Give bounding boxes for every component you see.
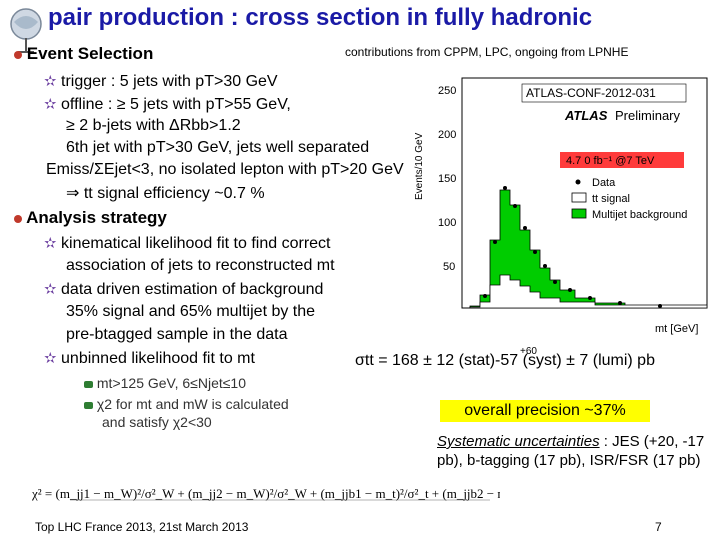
conf-label-box bbox=[521, 83, 687, 103]
plot-yticks: 250 200 150 100 50 bbox=[438, 85, 456, 273]
contributions-note: contributions from CPPM, LPC, ongoing fr… bbox=[345, 45, 629, 59]
lab-logo bbox=[10, 8, 42, 53]
data-point bbox=[658, 304, 662, 308]
footer: Top LHC France 2013, 21st March 2013 bbox=[35, 520, 249, 534]
offline-bjets: ≥ 2 b-jets with ΔRbb>1.2 bbox=[66, 117, 241, 134]
legend-signal-swatch bbox=[571, 192, 587, 203]
ytick-label: 200 bbox=[438, 129, 456, 141]
legend-background: Multijet background bbox=[592, 209, 687, 221]
star-bullet-icon: ✫ bbox=[44, 73, 57, 90]
arrow-bullet-icon bbox=[84, 402, 93, 409]
analysis-item-1-cont: association of jets to reconstructed mt bbox=[66, 257, 335, 274]
preliminary-label: Preliminary bbox=[615, 108, 681, 123]
page-number: 7 bbox=[655, 520, 662, 534]
ytick-label: 100 bbox=[438, 217, 456, 229]
data-point bbox=[483, 294, 487, 298]
trigger-item: ✫ trigger : 5 jets with pT>30 GeV bbox=[44, 73, 278, 90]
result-superscript: +60 bbox=[520, 346, 537, 357]
systematics-body: : JES (+20, -17 pb), b-tagging (17 pb), … bbox=[437, 433, 705, 469]
data-point bbox=[523, 226, 527, 230]
data-point bbox=[513, 204, 517, 208]
plot-xlabel: mt [GeV] bbox=[655, 323, 698, 335]
cross-section-result: +60 σtt = 168 ± 12 (stat)-57 (syst) ± 7 … bbox=[355, 346, 655, 369]
analysis-strategy-heading: Analysis strategy bbox=[14, 208, 167, 228]
legend-signal: tt signal bbox=[592, 193, 630, 205]
legend-data: Data bbox=[592, 177, 616, 189]
emiss-cut: Emiss/ΣEjet<3, no isolated lepton with p… bbox=[46, 161, 404, 178]
lumi-box bbox=[560, 152, 684, 168]
plot-ylabel: Events/10 GeV bbox=[414, 132, 425, 200]
data-point bbox=[568, 288, 572, 292]
sub-item-chi2: χ2 for mt and mW is calculated bbox=[84, 396, 289, 412]
data-point bbox=[588, 296, 592, 300]
chi2-formula-text: χ² = (m_jj1 − m_W)²/σ²_W + (m_jj2 − m_W)… bbox=[31, 486, 500, 501]
chi2-formula: χ² = (m_jj1 − m_W)²/σ²_W + (m_jj2 − m_W)… bbox=[31, 486, 500, 501]
systematics-heading: Systematic uncertainties bbox=[437, 433, 600, 450]
analysis-item-2-cont2: pre-btagged sample in the data bbox=[66, 326, 288, 343]
sub-item-chi2-cont: and satisfy χ2<30 bbox=[102, 414, 212, 430]
data-point bbox=[493, 240, 497, 244]
overall-precision: overall precision ~37% bbox=[440, 400, 650, 422]
star-bullet-icon: ✫ bbox=[44, 350, 57, 367]
star-bullet-icon: ✫ bbox=[44, 235, 57, 252]
data-point bbox=[553, 280, 557, 284]
bullet-icon bbox=[14, 215, 22, 223]
analysis-item-2: ✫ data driven estimation of background bbox=[44, 281, 324, 298]
signal-efficiency: ⇒ tt signal efficiency ~0.7 % bbox=[66, 185, 265, 202]
ytick-label: 250 bbox=[438, 85, 456, 97]
conf-label: ATLAS-CONF-2012-031 bbox=[526, 86, 656, 100]
data-point bbox=[543, 264, 547, 268]
data-point bbox=[533, 250, 537, 254]
offline-6th-jet: 6th jet with pT>30 GeV, jets well separa… bbox=[66, 139, 370, 156]
star-bullet-icon: ✫ bbox=[44, 96, 57, 113]
bullet-icon bbox=[14, 51, 22, 59]
sub-item-mt-cut: mt>125 GeV, 6≤Njet≤10 bbox=[84, 375, 246, 391]
data-point bbox=[618, 301, 622, 305]
mt-distribution-plot: Events/10 GeV 250 200 150 100 50 ATLAS-C… bbox=[410, 70, 715, 345]
lumi-label: 4.7 0 fb⁻¹ @7 TeV bbox=[566, 155, 655, 167]
event-selection-heading: Event Selection bbox=[14, 44, 153, 64]
analysis-item-2-cont: 35% signal and 65% multijet by the bbox=[66, 303, 316, 320]
ytick-label: 50 bbox=[443, 261, 455, 273]
offline-item: ✫ offline : ≥ 5 jets with pT>55 GeV, bbox=[44, 96, 291, 113]
analysis-item-3: ✫ unbinned likelihood fit to mt bbox=[44, 350, 255, 367]
systematics-box: Systematic uncertainties : JES (+20, -17… bbox=[437, 432, 707, 470]
data-points bbox=[483, 186, 662, 308]
ytick-label: 150 bbox=[438, 173, 456, 185]
slide-title: pair production : cross section in fully… bbox=[48, 4, 593, 31]
analysis-item-1: ✫ kinematical likelihood fit to find cor… bbox=[44, 235, 331, 252]
atlas-label: ATLAS bbox=[564, 108, 608, 123]
background-histogram bbox=[462, 274, 708, 309]
star-bullet-icon: ✫ bbox=[44, 281, 57, 298]
legend-background-swatch bbox=[571, 208, 587, 219]
data-point bbox=[503, 186, 507, 190]
legend-data-marker bbox=[575, 179, 581, 185]
arrow-bullet-icon bbox=[84, 381, 93, 388]
